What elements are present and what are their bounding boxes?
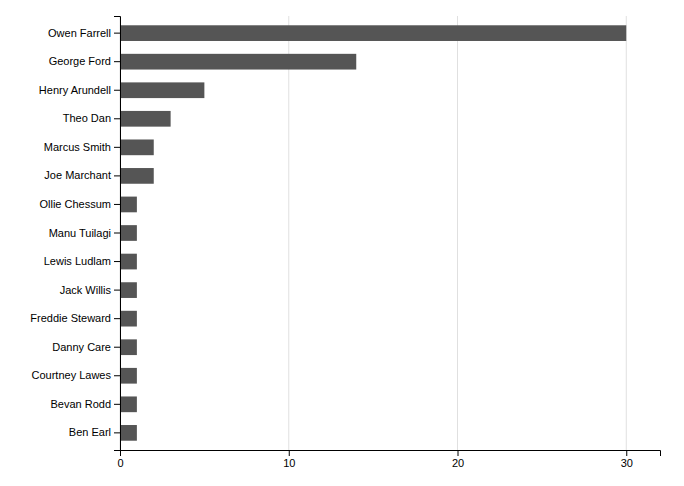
tick-label: Danny Care <box>52 341 111 353</box>
bar <box>120 311 137 327</box>
tick-mark <box>114 33 120 34</box>
tick: Freddie Steward <box>30 312 120 324</box>
tick-label: Theo Dan <box>63 112 111 124</box>
tick-label: 20 <box>452 457 464 469</box>
tick-mark <box>114 90 120 91</box>
tick-label: Courtney Lawes <box>32 369 112 381</box>
tick-mark <box>114 290 120 291</box>
chart: 0 10 20 30 Ben Earl Bevan Rodd Courtney Lawes D… <box>0 0 684 486</box>
tick-label: Lewis Ludlam <box>44 255 111 267</box>
tick-label: Ben Earl <box>69 426 111 438</box>
bar <box>120 339 137 355</box>
bar <box>120 168 154 184</box>
bar <box>120 139 154 155</box>
grid-line <box>626 16 627 450</box>
tick-mark <box>114 432 120 433</box>
tick-label: Joe Marchant <box>44 169 111 181</box>
tick: Danny Care <box>52 341 120 353</box>
tick-mark <box>114 261 120 262</box>
tick: Owen Farrell <box>48 27 120 39</box>
tick: 0 <box>117 450 123 469</box>
grid-line <box>288 16 289 450</box>
tick: Lewis Ludlam <box>44 255 120 267</box>
tick: 30 <box>621 450 633 469</box>
value-axis: 0 10 20 30 <box>117 450 660 469</box>
bar <box>120 111 171 127</box>
tick: 10 <box>283 450 295 469</box>
tick-mark <box>114 404 120 405</box>
tick-mark <box>626 450 627 456</box>
grid <box>120 16 626 450</box>
bar <box>120 368 137 384</box>
tick: 20 <box>452 450 464 469</box>
bars <box>120 25 626 440</box>
tick-label: 0 <box>117 457 123 469</box>
tick-mark <box>114 147 120 148</box>
bar <box>120 282 137 298</box>
category-axis: Ben Earl Bevan Rodd Courtney Lawes Danny Ca… <box>30 17 120 451</box>
tick-label: 30 <box>621 457 633 469</box>
grid-line <box>457 16 458 450</box>
tick-mark <box>114 175 120 176</box>
tick-mark <box>114 118 120 119</box>
tick: Ollie Chessum <box>39 198 120 210</box>
bar <box>120 197 137 213</box>
tick: Marcus Smith <box>44 141 120 153</box>
tick-mark <box>114 204 120 205</box>
tick-label: Freddie Steward <box>30 312 111 324</box>
bar <box>120 82 204 98</box>
bar <box>120 425 137 441</box>
tick-label: Bevan Rodd <box>50 398 111 410</box>
tick-label: Manu Tuilagi <box>49 227 111 239</box>
tick-label: Jack Willis <box>60 284 112 296</box>
tick-label: Ollie Chessum <box>39 198 111 210</box>
tick-mark <box>114 233 120 234</box>
tick: Manu Tuilagi <box>49 227 120 239</box>
tick-mark <box>289 450 290 456</box>
tick: George Ford <box>49 55 120 67</box>
plot: 0 10 20 30 Ben Earl Bevan Rodd Courtney Lawes D… <box>30 16 660 469</box>
tick: Joe Marchant <box>44 169 120 181</box>
tick-label: 10 <box>283 457 295 469</box>
axis-line <box>114 17 121 451</box>
bar <box>120 225 137 241</box>
axis-line <box>121 451 661 457</box>
tick: Ben Earl <box>69 426 120 438</box>
tick: Jack Willis <box>60 284 120 296</box>
bar <box>120 396 137 412</box>
tick-label: Henry Arundell <box>39 84 111 96</box>
bar <box>120 254 137 270</box>
tick: Theo Dan <box>63 112 120 124</box>
tick-label: Owen Farrell <box>48 27 111 39</box>
tick: Bevan Rodd <box>50 398 120 410</box>
tick-mark <box>114 61 120 62</box>
tick-mark <box>458 450 459 456</box>
tick-mark <box>114 375 120 376</box>
tick-label: Marcus Smith <box>44 141 111 153</box>
tick-mark <box>114 318 120 319</box>
tick-mark <box>114 347 120 348</box>
tick: Henry Arundell <box>39 84 120 96</box>
tick-label: George Ford <box>49 55 111 67</box>
tick: Courtney Lawes <box>32 369 121 381</box>
bar <box>120 54 356 70</box>
bar <box>120 25 626 41</box>
